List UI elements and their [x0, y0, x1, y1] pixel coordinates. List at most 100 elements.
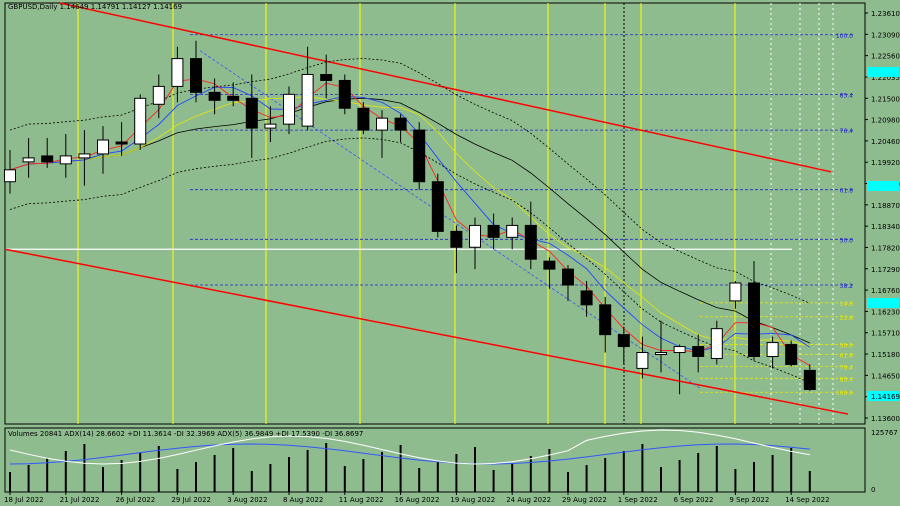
fib-level-label: 14.6 [840, 301, 854, 308]
envelope-lower [9, 137, 810, 384]
bearish-candle [190, 58, 202, 93]
bearish-candle [245, 97, 258, 129]
bearish-candle [41, 155, 54, 163]
bullish-candle [710, 328, 723, 359]
bullish-candle [673, 346, 686, 354]
bearish-candle [524, 224, 537, 260]
adx-main-line [9, 429, 810, 465]
bullish-candle [636, 352, 649, 369]
price-tick-label: 1.15710 [871, 330, 900, 338]
bearish-candle [562, 268, 574, 286]
date-tick-label: 3 Aug 2022 [227, 496, 267, 504]
bullish-candle [469, 224, 481, 248]
date-tick-label: 21 Jul 2022 [60, 496, 100, 504]
adx-plus-di-line [9, 443, 810, 465]
price-tick-label: 1.19920 [871, 159, 900, 167]
date-tick-label: 18 Jul 2022 [4, 496, 44, 504]
date-tick-label: 6 Sep 2022 [674, 496, 714, 504]
price-tick-label: 1.23090 [871, 31, 900, 39]
upper-trend-line [59, 2, 832, 173]
bearish-candle [599, 304, 612, 336]
date-tick-label: 1 Sep 2022 [618, 496, 658, 504]
price-tick-label: 1.18870 [871, 202, 900, 210]
bearish-candle [431, 181, 444, 232]
date-tick-label: 29 Jul 2022 [171, 496, 211, 504]
price-tick-label: 1.13600 [871, 415, 900, 423]
current-price-label: 1.14169 [871, 393, 900, 401]
price-tick-label: 1.17290 [871, 266, 900, 274]
bullish-candle [78, 153, 91, 159]
date-tick-label: 11 Aug 2022 [339, 496, 384, 504]
fib-level-label: 85.4 [840, 376, 854, 383]
price-tick-label: 1.16760 [871, 287, 900, 295]
price-tick-label: 1.18340 [871, 223, 900, 231]
indicator-header: Volumes 20841 ADX(14) 28.6602 +DI 11.361… [8, 430, 364, 438]
bearish-candle [692, 346, 705, 357]
bullish-candle [152, 85, 165, 105]
fib-level-label: 100.0 [836, 390, 853, 397]
volume-axis-min: 0 [871, 486, 875, 494]
date-tick-label: 8 Aug 2022 [283, 496, 323, 504]
bullish-candle [729, 282, 742, 302]
price-tick-label: 1.22035 [871, 74, 900, 82]
bearish-candle [450, 230, 463, 248]
bullish-candle [134, 97, 147, 145]
fib-level-label: 85.4 [840, 92, 854, 99]
bearish-candle [580, 290, 593, 306]
date-tick-label: 14 Sep 2022 [785, 496, 829, 504]
bullish-candle [376, 117, 388, 131]
bearish-candle [803, 369, 816, 390]
bearish-candle [208, 91, 221, 101]
symbol-header: GBPUSD,Daily 1.14649 1.14791 1.14127 1.1… [8, 3, 183, 11]
bullish-candle [301, 73, 314, 127]
lower-trend-line [4, 248, 849, 415]
bullish-candle [283, 93, 295, 125]
date-tick-label: 24 Aug 2022 [506, 496, 551, 504]
price-tick-label: 1.20980 [871, 117, 900, 125]
price-tick-label: 1.16230 [871, 308, 900, 316]
bullish-candle [655, 352, 667, 355]
bearish-candle [487, 224, 500, 238]
moving-average-yellow [9, 96, 810, 347]
bearish-candle [543, 260, 556, 270]
volume-axis-max: 125767 [871, 429, 898, 437]
fib-level-label: 50.0 [840, 343, 854, 350]
bullish-candle [59, 155, 72, 165]
bullish-candle [766, 342, 779, 357]
bullish-candle [264, 123, 277, 129]
date-tick-label: 29 Aug 2022 [562, 496, 607, 504]
price-tick-label: 1.22560 [871, 53, 900, 61]
price-tick-label: 1.23610 [871, 10, 900, 18]
bearish-candle [413, 129, 426, 183]
fib-level-label: 23.6 [840, 315, 854, 322]
fib-level-label: 76.4 [840, 128, 854, 135]
moving-average-slow [9, 97, 810, 344]
date-tick-label: 26 Jul 2022 [116, 496, 156, 504]
fib-level-label: 38.2 [840, 283, 854, 290]
price-tick-label: 1.21500 [871, 95, 900, 103]
fib-level-label: 100.0 [836, 33, 853, 40]
fib-level-label: 61.8 [840, 188, 854, 195]
bearish-candle [115, 141, 128, 145]
bullish-candle [171, 58, 184, 87]
bullish-candle [97, 139, 109, 155]
price-highlight-box [867, 67, 899, 77]
bearish-candle [338, 79, 351, 109]
price-tick-label: 1.20460 [871, 138, 900, 146]
bearish-candle [748, 282, 760, 357]
fib-level-label: 76.4 [840, 364, 854, 371]
price-tick-label: 1.15180 [871, 351, 900, 359]
date-tick-label: 9 Sep 2022 [729, 496, 769, 504]
bullish-candle [22, 157, 35, 163]
bearish-candle [320, 73, 333, 81]
bullish-candle [4, 169, 16, 183]
price-tick-label: 1.14650 [871, 372, 900, 380]
date-tick-label: 16 Aug 2022 [395, 496, 440, 504]
bearish-candle [617, 334, 630, 348]
bearish-candle [785, 344, 798, 365]
bearish-candle [357, 107, 370, 131]
price-highlight-box [867, 181, 899, 191]
bearish-candle [394, 117, 407, 131]
bearish-candle [227, 95, 240, 101]
